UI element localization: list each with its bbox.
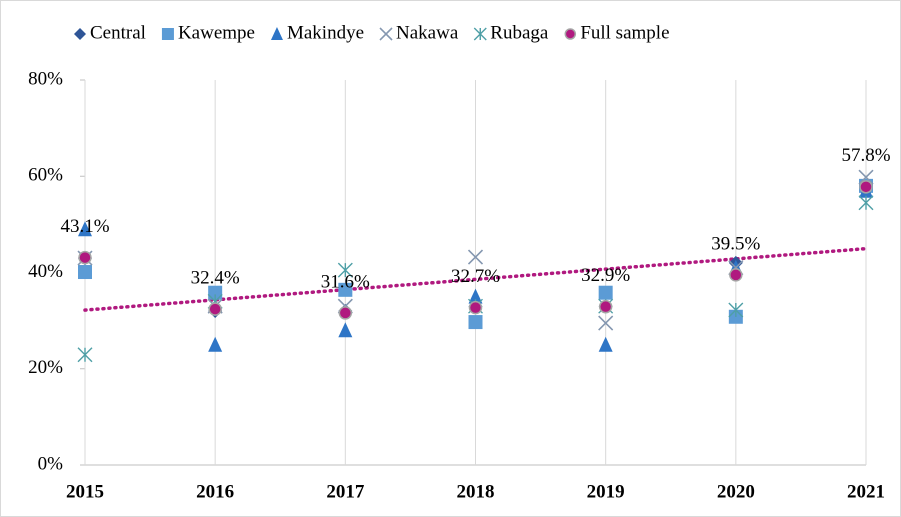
marker: [728, 302, 744, 318]
data-label: 39.5%: [711, 233, 760, 254]
marker: [338, 306, 353, 320]
data-label: 32.7%: [451, 266, 500, 287]
data-label: 31.6%: [321, 271, 370, 292]
marker: [858, 169, 874, 185]
y-tick-label: 80%: [28, 68, 63, 89]
legend-item: Makindye: [270, 22, 364, 43]
marker: [473, 27, 487, 41]
marker: [858, 195, 874, 211]
legend-label: Rubaga: [490, 22, 549, 43]
x-tick-label: 2017: [326, 481, 365, 502]
legend-label: Full sample: [580, 22, 669, 43]
y-tick-label: 60%: [28, 165, 63, 186]
marker: [468, 315, 483, 330]
x-tick-label: 2018: [457, 481, 495, 502]
data-label: 32.4%: [191, 267, 240, 288]
marker: [78, 250, 92, 265]
marker: [208, 285, 223, 300]
legend-label: Central: [90, 22, 146, 43]
x-tick-label: 2015: [66, 481, 104, 502]
marker: [78, 221, 92, 237]
y-tick-label: 20%: [28, 357, 63, 378]
marker: [338, 322, 353, 338]
legend-item: Nakawa: [379, 22, 459, 43]
legend-item: Full sample: [564, 22, 670, 43]
marker: [598, 336, 613, 352]
y-tick-label: 40%: [28, 261, 63, 282]
marker: [78, 265, 92, 280]
marker: [859, 180, 873, 194]
legend-item: Rubaga: [473, 22, 549, 43]
marker: [598, 285, 613, 300]
x-tick-label: 2016: [196, 481, 234, 502]
marker: [208, 302, 222, 316]
marker: [379, 27, 393, 41]
x-tick-label: 2019: [587, 481, 625, 502]
data-label: 57.8%: [841, 145, 890, 166]
legend-label: Nakawa: [396, 22, 459, 43]
marker: [208, 336, 223, 352]
legend-item: Kawempe: [161, 22, 255, 43]
marker: [337, 262, 353, 278]
marker: [74, 28, 86, 40]
legend-item: Central: [74, 22, 146, 43]
marker: [161, 28, 174, 40]
marker: [468, 288, 483, 304]
marker: [564, 28, 577, 40]
marker: [468, 300, 483, 315]
marker: [598, 299, 613, 314]
marker: [598, 315, 614, 331]
plot-area: 43.1% 32.4% 31.6% 32.7% 32.9% 39.5% 57.8%: [60, 145, 891, 363]
marker: [77, 347, 93, 363]
x-tick-label: 2020: [717, 481, 755, 502]
data-label: 43.1%: [60, 216, 109, 237]
legend: Central Kawempe Makindye Nakawa Rubaga Full s…: [74, 22, 670, 43]
x-tick-label: 2021: [847, 481, 885, 502]
legend-label: Makindye: [287, 22, 364, 43]
legend-label: Kawempe: [178, 22, 255, 43]
y-tick-label: 0%: [38, 453, 64, 474]
marker: [338, 282, 353, 297]
marker: [270, 27, 283, 40]
marker: [467, 249, 484, 265]
data-label: 32.9%: [581, 265, 630, 286]
marker: [729, 268, 743, 282]
